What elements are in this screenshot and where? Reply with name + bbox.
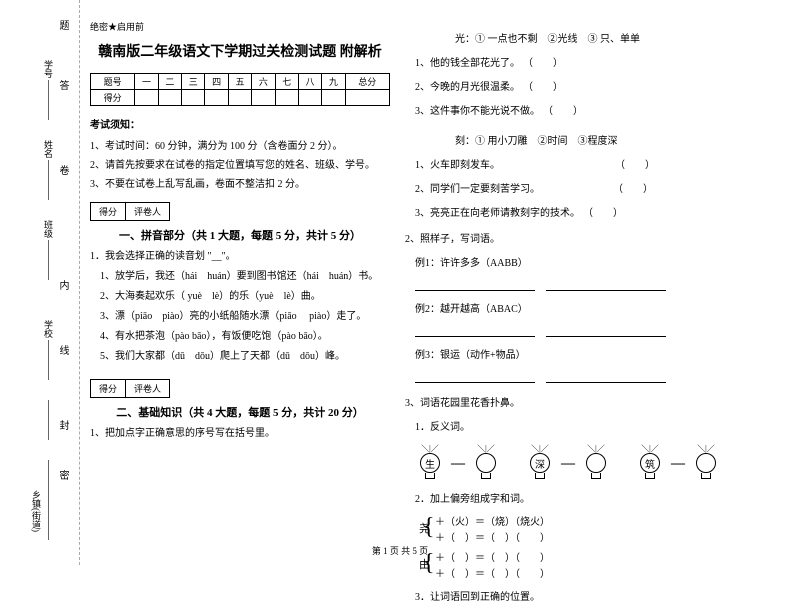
- lightbulb-row: ＼|／ 生 — ＼|／ ＼|／ 深 — ＼|／ ＼|／ 筑 —: [415, 445, 785, 483]
- q2-ex1: 例1：许许多多（AABB）: [415, 255, 785, 273]
- side-xuexiao: 学校: [42, 320, 55, 338]
- dash-icon: —: [451, 456, 465, 472]
- side-dot-5: 密: [55, 470, 70, 480]
- side-dot-4: 封: [55, 420, 70, 430]
- dash-icon-2: —: [561, 456, 575, 472]
- score-row-1: 题号 一 二 三 四 五 六 七 八 九 总分: [91, 74, 390, 90]
- guang-1: 1、他的钱全部花光了。（ ）: [415, 55, 785, 73]
- side-xuehao: 学号: [42, 60, 55, 78]
- guang-heading: 光：① 一点也不剩 ②光线 ③ 只、单单: [455, 31, 785, 49]
- bulb-3: ＼|／ 深: [525, 445, 555, 483]
- q2-ex3: 例3：银运（动作+物品）: [415, 347, 785, 365]
- s1-item-3: 3、漂（piāo piào）亮的小纸船随水漂（piāo piào）走了。: [100, 309, 390, 325]
- score-table: 题号 一 二 三 四 五 六 七 八 九 总分 得分: [90, 73, 390, 106]
- s2-q1: 1、把加点字正确意思的序号写在括号里。: [90, 426, 390, 442]
- side-banji: 班级: [42, 220, 55, 238]
- section2-title: 二、基础知识（共 4 大题，每题 5 分，共计 20 分）: [90, 404, 390, 420]
- section1-title: 一、拼音部分（共 1 大题，每题 5 分，共计 5 分）: [90, 227, 390, 243]
- ke-heading: 刻：① 用小刀雕 ②时间 ③程度深: [455, 133, 785, 151]
- bulb-4[interactable]: ＼|／: [581, 445, 611, 483]
- side-dot-0: 答: [55, 80, 70, 90]
- side-dot-3: 线: [55, 345, 70, 355]
- side-line-3: [48, 240, 49, 280]
- side-dot-2: 内: [55, 280, 70, 290]
- side-xingming: 姓名: [42, 140, 55, 158]
- s1-item-2: 2、大海奏起欢乐（ yuè lè）的乐（yuè lè）曲。: [100, 289, 390, 305]
- bulb-2[interactable]: ＼|／: [471, 445, 501, 483]
- score-box-1: 得分评卷人: [90, 202, 170, 221]
- s1-q1: 1．我会选择正确的读音划 "__"。: [90, 249, 390, 265]
- ke-1: 1、火车即刻发车。（ ）: [415, 157, 785, 175]
- q3-sub2: 2．加上偏旁组成字和词。: [415, 491, 785, 509]
- side-line-4: [48, 340, 49, 380]
- s1-item-5: 5、我们大家都（dū dōu）爬上了天都（dū dōu）峰。: [100, 349, 390, 365]
- blank-5[interactable]: [415, 371, 535, 383]
- binding-sidebar: 题 学号 答 姓名 卷 班级 内 学校 线 封 密 乡镇(街道): [0, 0, 80, 565]
- ke-3: 3、亮亮正在向老师请教刻字的技术。（ ）: [415, 205, 785, 223]
- q3-sub1: 1．反义词。: [415, 419, 785, 437]
- blank-2[interactable]: [546, 279, 666, 291]
- notice-1: 1、考试时间：60 分钟，满分为 100 分（含卷面分 2 分）。: [90, 137, 390, 152]
- right-column: 光：① 一点也不剩 ②光线 ③ 只、单单 1、他的钱全部花光了。（ ） 2、今晚…: [415, 25, 785, 613]
- blank-1[interactable]: [415, 279, 535, 291]
- guang-2: 2、今晚的月光很温柔。（ ）: [415, 79, 785, 97]
- q3-heading: 3、词语花园里花香扑鼻。: [405, 395, 785, 413]
- guang-3: 3、这件事你不能光说不做。（ ）: [415, 103, 785, 121]
- notice-2: 2、请首先按要求在试卷的指定位置填写您的姓名、班级、学号。: [90, 156, 390, 171]
- bulb-6[interactable]: ＼|／: [691, 445, 721, 483]
- bulb-1: ＼|／ 生: [415, 445, 445, 483]
- blank-6[interactable]: [546, 371, 666, 383]
- exam-title: 赣南版二年级语文下学期过关检测试题 附解析: [90, 41, 390, 61]
- side-line-2: [48, 160, 49, 200]
- score-row-2: 得分: [91, 90, 390, 106]
- dash-icon-3: —: [671, 456, 685, 472]
- side-line-6: [48, 460, 49, 500]
- side-xiangzhen: 乡镇(街道): [30, 490, 43, 532]
- side-line-5: [48, 400, 49, 440]
- left-column: 绝密★启用前 赣南版二年级语文下学期过关检测试题 附解析 题号 一 二 三 四 …: [90, 20, 390, 446]
- side-top: 题: [55, 20, 70, 30]
- ke-2: 2、同学们一定要刻苦学习。（ ）: [415, 181, 785, 199]
- q2-heading: 2、照样子，写词语。: [405, 231, 785, 249]
- blank-4[interactable]: [546, 325, 666, 337]
- s1-item-1: 1、放学后，我还（hái huán）要到图书馆还（hái huán）书。: [100, 269, 390, 285]
- side-line-7: [48, 500, 49, 540]
- side-dot-1: 卷: [55, 165, 70, 175]
- q3-sub3: 3．让词语回到正确的位置。: [415, 589, 785, 607]
- side-line-1: [48, 80, 49, 120]
- score-box-2: 得分评卷人: [90, 379, 170, 398]
- bracket-1: 尧 { ＋（火）＝（烧）（烧火） ＋（ ）＝（ ）（ ）: [435, 515, 785, 547]
- s1-item-4: 4、有水把茶泡（pào bāo），有饭便吃饱（pào bāo）。: [100, 329, 390, 345]
- page-footer: 第 1 页 共 5 页: [0, 544, 800, 557]
- blank-3[interactable]: [415, 325, 535, 337]
- q2-ex2: 例2：越开越高（ABAC）: [415, 301, 785, 319]
- notice-3: 3、不要在试卷上乱写乱画，卷面不整洁扣 2 分。: [90, 175, 390, 190]
- confidential-label: 绝密★启用前: [90, 20, 390, 33]
- bulb-5: ＼|／ 筑: [635, 445, 665, 483]
- exam-notice-heading: 考试须知：: [90, 116, 390, 131]
